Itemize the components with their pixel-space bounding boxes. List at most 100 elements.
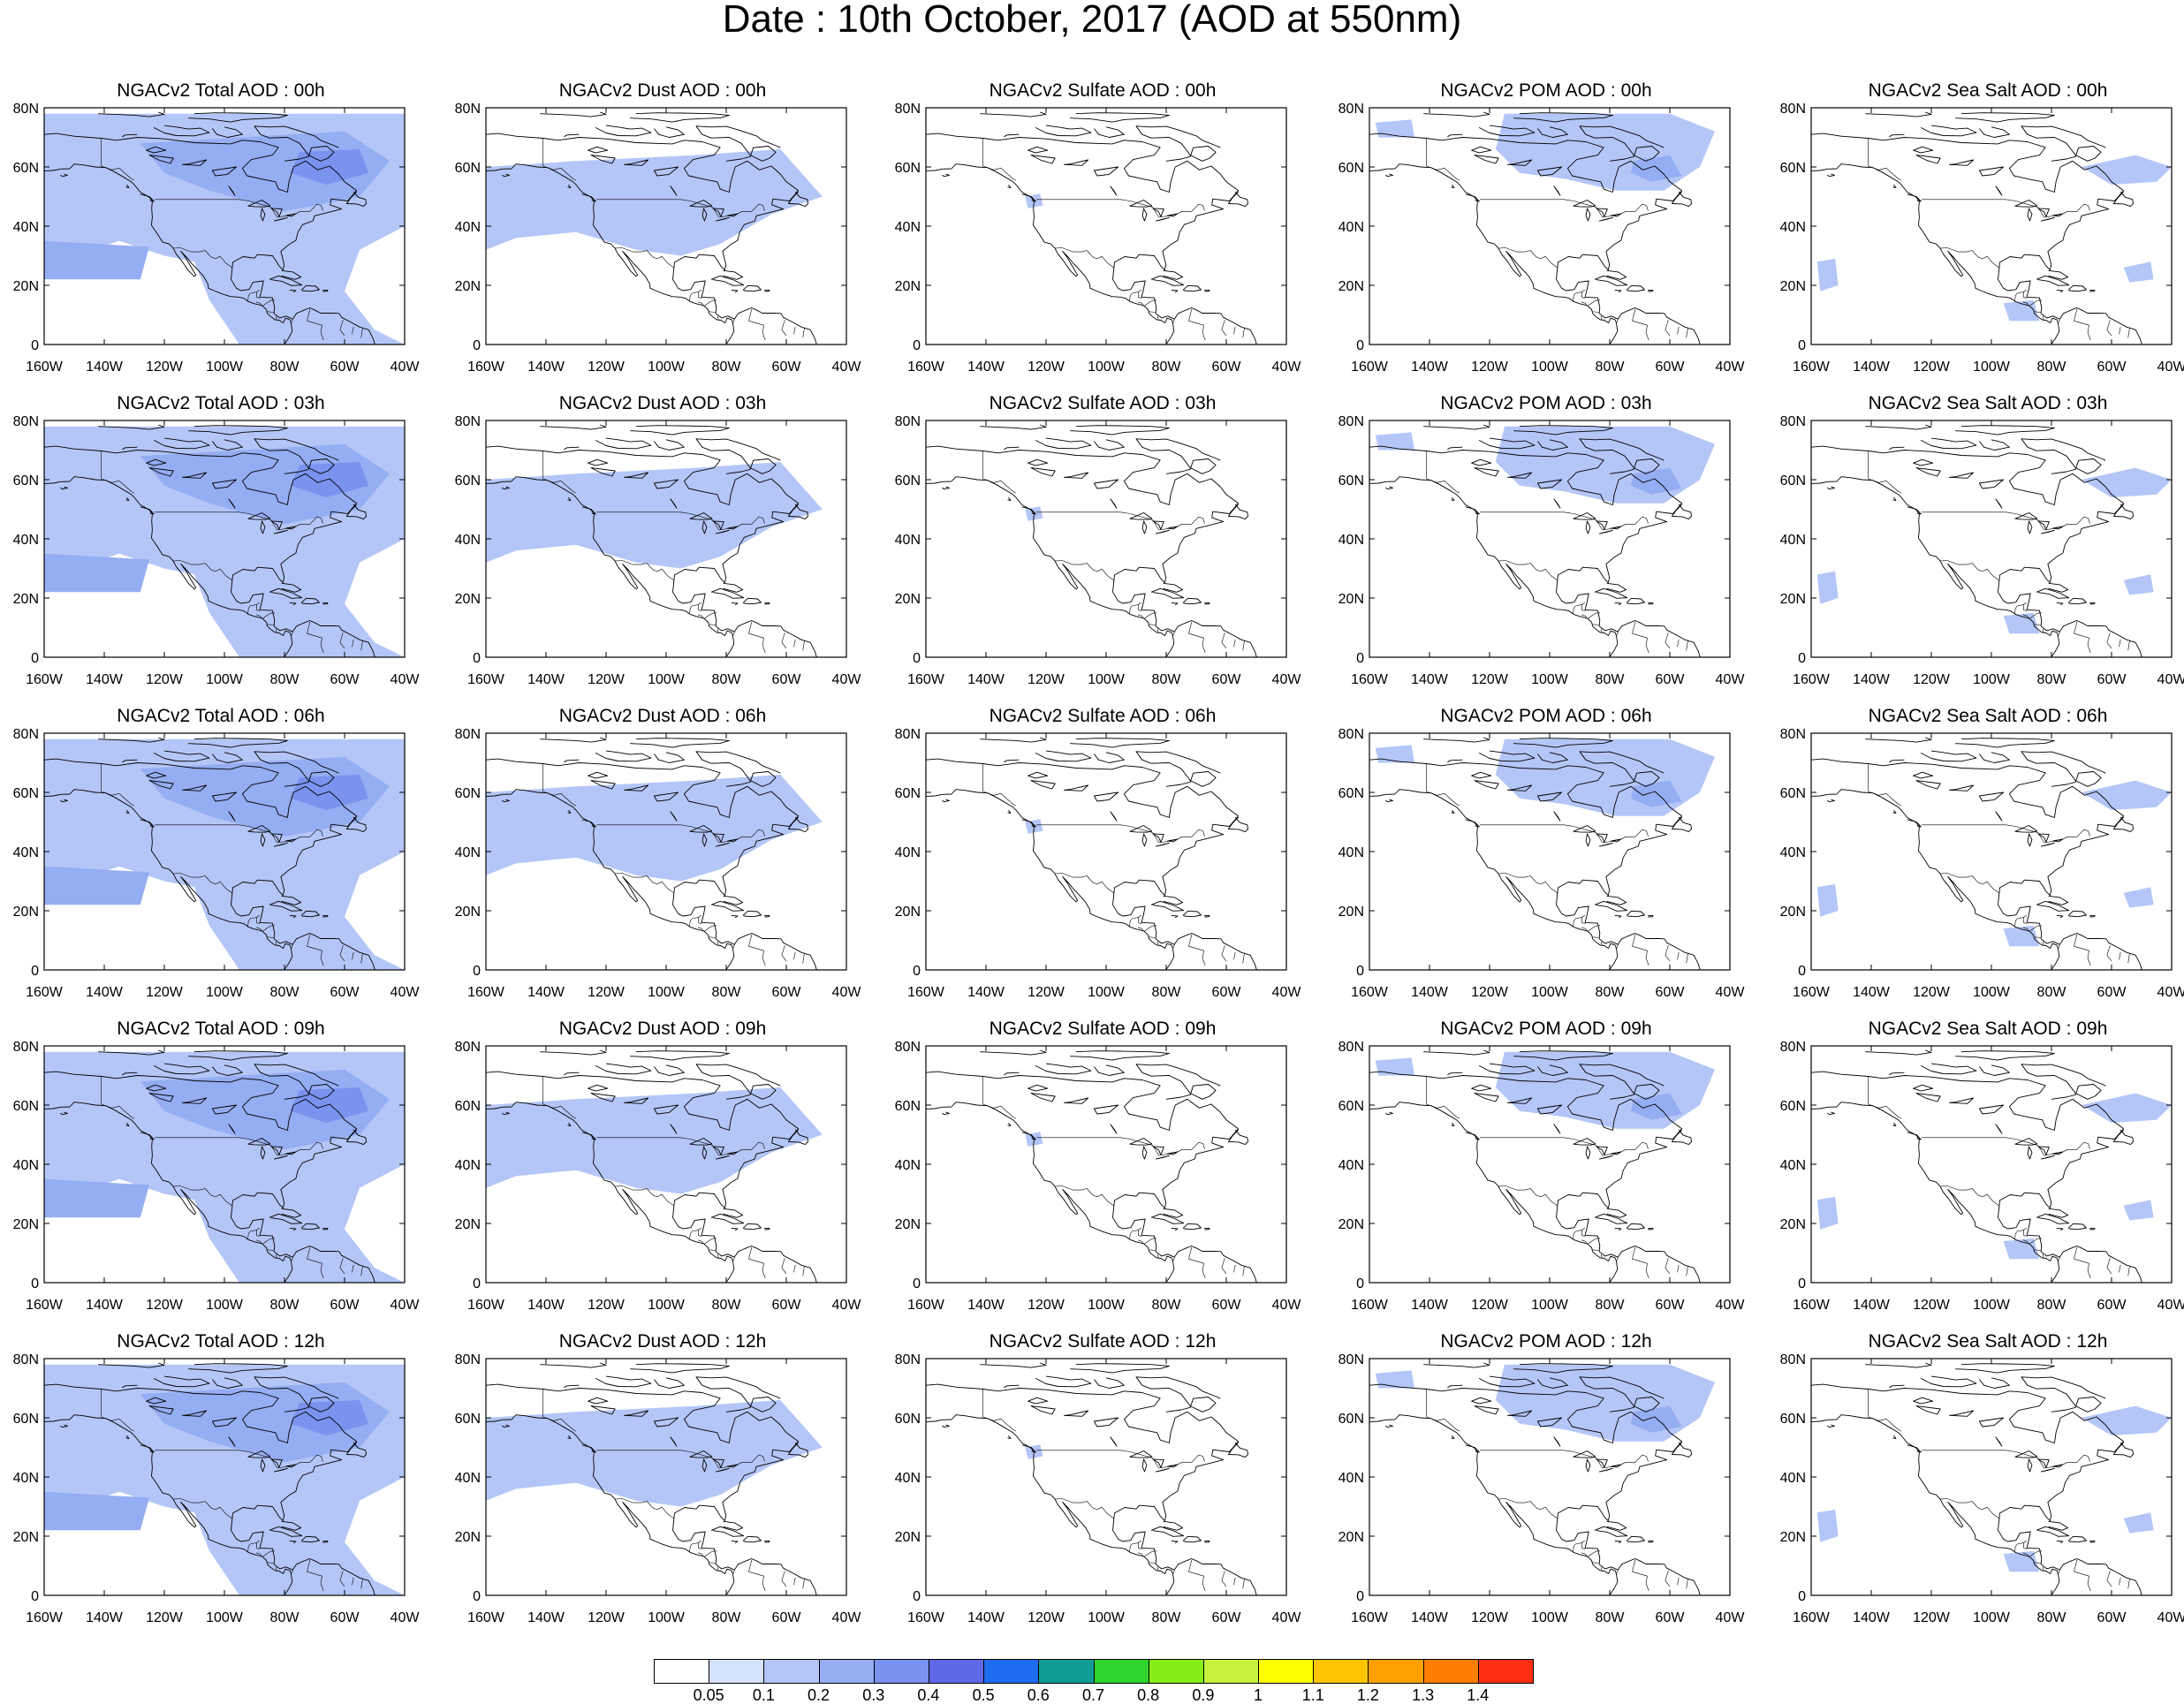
aod-shading-layer: [1375, 426, 1715, 504]
country-border: [2034, 1249, 2041, 1251]
coastline: [300, 1535, 320, 1543]
coastline: [2021, 1376, 2106, 1412]
coastline: [926, 133, 1257, 345]
coastline: [1451, 496, 1455, 501]
lon-tick-label: 40W: [1716, 1610, 1746, 1625]
country-border: [1054, 560, 1115, 581]
lat-tick-label: 20N: [1338, 905, 1364, 920]
lake-outline: [1978, 166, 2005, 177]
coastline: [567, 1435, 572, 1439]
country-border: [2042, 941, 2044, 946]
lake-outline: [273, 842, 288, 847]
lon-tick-label: 40W: [832, 1298, 862, 1313]
lon-tick-label: 60W: [2097, 1610, 2127, 1625]
coastline: [486, 758, 817, 970]
lat-tick-label: 60N: [455, 1412, 481, 1427]
coastline: [926, 1102, 1175, 1283]
lat-tick-label: 60N: [455, 786, 481, 801]
coastline: [1007, 1122, 1012, 1126]
lake-outline: [260, 520, 266, 534]
coastline: [1094, 752, 1125, 763]
lat-tick-label: 80N: [1338, 414, 1364, 429]
lake-outline: [1471, 1397, 1492, 1405]
lon-tick-label: 100W: [1531, 985, 1569, 1000]
country-border: [2014, 602, 2027, 615]
coastline: [2089, 602, 2096, 605]
country-border: [2127, 1266, 2130, 1276]
country-border: [1172, 1257, 1175, 1262]
coastline: [1070, 1363, 1170, 1374]
coastline: [2067, 284, 2087, 292]
lon-tick-label: 60W: [330, 672, 360, 687]
country-border: [2119, 326, 2121, 335]
country-border: [1581, 604, 1586, 611]
lon-tick-label: 120W: [146, 1298, 184, 1313]
colorbar-swatch: [1202, 1659, 1260, 1684]
lat-tick-label: 20N: [455, 592, 481, 607]
country-border: [352, 639, 354, 648]
coastline: [322, 1227, 329, 1231]
lon-tick-label: 80W: [712, 672, 742, 687]
country-border: [1498, 1498, 1558, 1519]
coastline-layer: [1369, 1362, 1701, 1595]
lon-tick-label: 160W: [26, 985, 64, 1000]
country-border: [2074, 1246, 2091, 1279]
lake-outline: [1167, 1151, 1179, 1155]
coastline-layer: [44, 424, 375, 657]
country-border: [717, 1566, 719, 1571]
lake-outline: [1141, 520, 1148, 534]
lon-tick-label: 100W: [1088, 985, 1126, 1000]
country-border: [2119, 1577, 2121, 1586]
coastline: [502, 486, 510, 490]
lat-tick-label: 80N: [1780, 414, 1806, 429]
panel-title: NGACv2 Total AOD : 06h: [117, 706, 325, 726]
lake-outline: [1030, 780, 1056, 790]
lake-outline: [1110, 1436, 1118, 1447]
lake-outline: [715, 842, 730, 847]
map-frame: [1810, 1045, 2173, 1284]
aod-region: [44, 553, 149, 593]
country-border: [698, 1542, 702, 1549]
panel-title: NGACv2 Dust AOD : 03h: [558, 393, 767, 413]
country-border: [697, 614, 704, 619]
country-border: [1588, 1550, 1601, 1557]
lake-outline: [181, 1097, 208, 1104]
coastline: [1579, 751, 1665, 787]
country-border: [614, 1498, 675, 1519]
lat-tick-label: 20N: [895, 905, 921, 920]
coastline: [1035, 750, 1092, 762]
lat-tick-label: 80N: [455, 727, 481, 742]
map-frame: [925, 107, 1287, 345]
coastline: [1070, 1050, 1170, 1061]
lon-tick-label: 60W: [772, 985, 802, 1000]
country-border: [1581, 1542, 1586, 1549]
country-border: [256, 604, 261, 611]
lat-tick-label: 20N: [1338, 279, 1364, 294]
country-border: [291, 319, 293, 324]
lake-outline: [211, 166, 238, 177]
lake-outline: [1536, 1104, 1563, 1115]
country-border: [1242, 1266, 1245, 1276]
coastline: [1537, 439, 1568, 451]
lake-outline: [1110, 186, 1118, 196]
lake-outline: [588, 1397, 609, 1405]
lat-tick-label: 40N: [1338, 533, 1364, 548]
coastline: [1182, 1223, 1202, 1231]
coastline: [44, 1383, 375, 1595]
lon-tick-label: 80W: [712, 360, 742, 375]
country-border: [732, 1570, 735, 1575]
lon-tick-label: 100W: [206, 672, 244, 687]
aod-map: 80N 60N 40N 20N 0 160W 140W 120W 100W 80W 60W 40W: [1780, 1352, 2184, 1625]
country-border: [1939, 1498, 2000, 1519]
lon-tick-label: 60W: [2097, 672, 2127, 687]
lon-tick-label: 60W: [330, 1610, 360, 1625]
coastline: [1465, 819, 1480, 828]
coastline: [322, 602, 329, 605]
coastline: [300, 1223, 320, 1231]
coastline: [98, 111, 165, 117]
country-border: [1156, 941, 1159, 946]
lake-outline: [712, 208, 724, 217]
aod-region: [1495, 426, 1715, 504]
coastline: [764, 289, 770, 292]
country-border: [1677, 326, 1680, 335]
